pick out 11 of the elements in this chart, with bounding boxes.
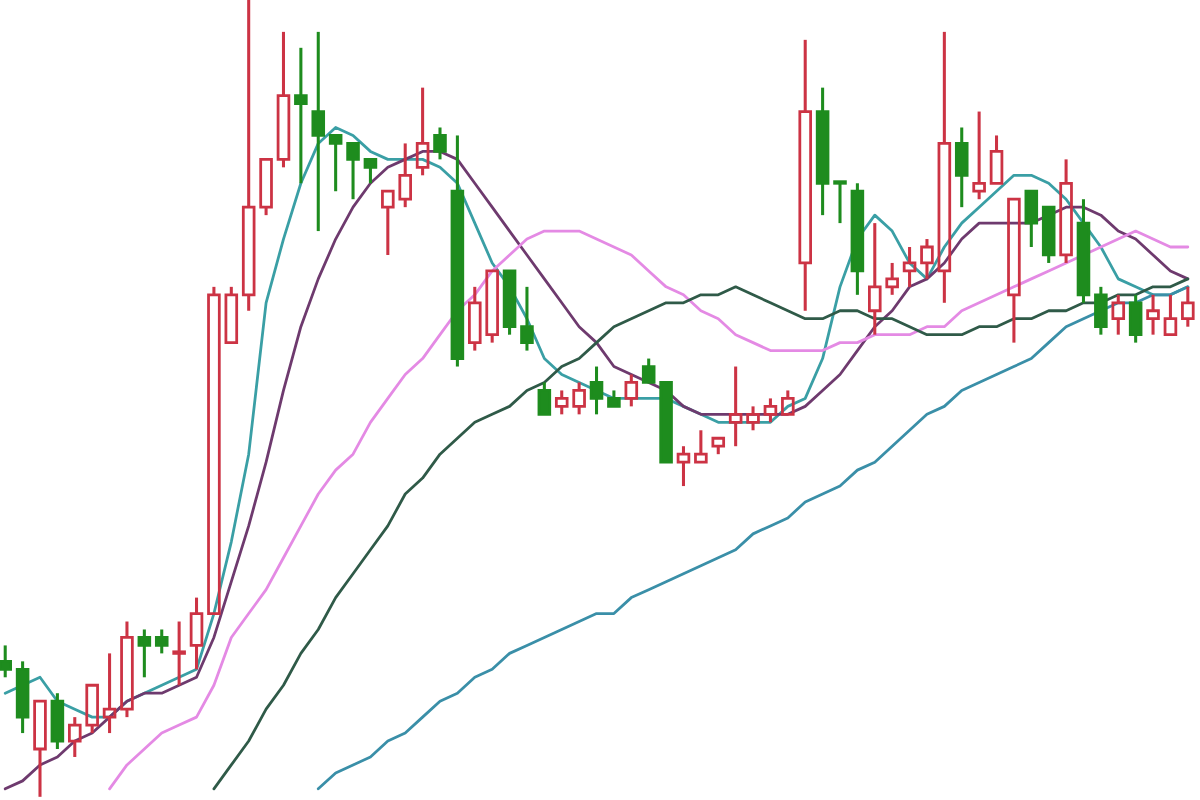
candlestick: [954, 125, 969, 209]
candlestick: [172, 619, 186, 687]
candlestick: [902, 245, 917, 289]
candlestick: [311, 30, 326, 233]
candlestick: [937, 30, 952, 305]
candlestick: [241, 0, 256, 313]
candlestick: [433, 125, 447, 161]
candlestick: [798, 38, 812, 313]
candlestick: [815, 86, 830, 217]
candlestick: [294, 46, 308, 185]
candlestick: [728, 365, 743, 448]
